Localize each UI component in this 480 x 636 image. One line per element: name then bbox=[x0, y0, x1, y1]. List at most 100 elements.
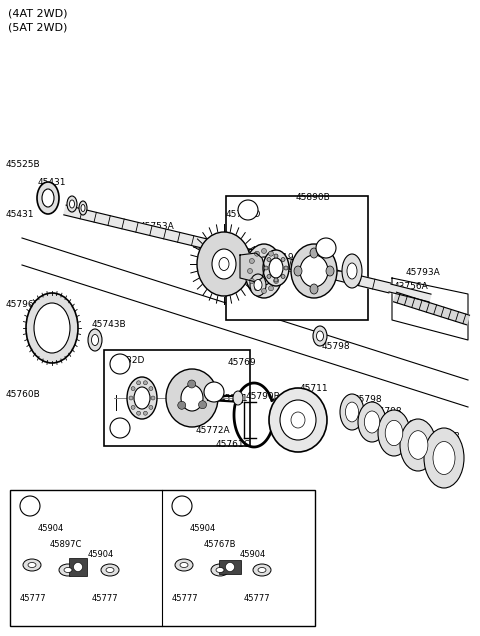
Text: a: a bbox=[323, 244, 329, 252]
Circle shape bbox=[20, 496, 40, 516]
Bar bbox=[219, 560, 241, 574]
Circle shape bbox=[250, 258, 254, 263]
Ellipse shape bbox=[340, 394, 364, 430]
Circle shape bbox=[267, 258, 271, 261]
Circle shape bbox=[248, 268, 252, 273]
Circle shape bbox=[73, 562, 83, 572]
Ellipse shape bbox=[313, 326, 327, 346]
Text: 45767B: 45767B bbox=[204, 540, 237, 549]
Ellipse shape bbox=[67, 196, 77, 212]
Circle shape bbox=[131, 405, 135, 410]
Ellipse shape bbox=[347, 263, 357, 279]
Ellipse shape bbox=[106, 567, 114, 572]
Text: 45904: 45904 bbox=[190, 524, 216, 533]
Text: 45798: 45798 bbox=[374, 407, 403, 416]
Ellipse shape bbox=[346, 402, 359, 422]
Circle shape bbox=[264, 266, 268, 270]
Circle shape bbox=[144, 411, 147, 415]
Ellipse shape bbox=[358, 402, 386, 442]
Ellipse shape bbox=[216, 567, 224, 572]
Circle shape bbox=[199, 401, 206, 409]
Text: 45761C: 45761C bbox=[216, 440, 251, 449]
Text: b: b bbox=[211, 387, 217, 396]
Ellipse shape bbox=[300, 255, 328, 287]
Text: 45897C: 45897C bbox=[50, 540, 83, 549]
Ellipse shape bbox=[408, 431, 428, 459]
Ellipse shape bbox=[23, 559, 41, 571]
Circle shape bbox=[204, 382, 224, 402]
Text: 45431: 45431 bbox=[6, 210, 35, 219]
Ellipse shape bbox=[269, 258, 283, 278]
Text: 45772A: 45772A bbox=[196, 426, 230, 435]
Text: 45753A: 45753A bbox=[140, 222, 175, 231]
Circle shape bbox=[238, 200, 258, 220]
Circle shape bbox=[268, 251, 274, 256]
Circle shape bbox=[149, 405, 153, 410]
Ellipse shape bbox=[263, 250, 289, 286]
Ellipse shape bbox=[364, 411, 380, 433]
Bar bbox=[226, 196, 368, 320]
Circle shape bbox=[267, 275, 271, 279]
Text: b: b bbox=[179, 502, 185, 511]
Text: 45790B: 45790B bbox=[246, 392, 281, 401]
Text: 45798: 45798 bbox=[354, 395, 383, 404]
Ellipse shape bbox=[291, 244, 337, 298]
Ellipse shape bbox=[291, 412, 305, 428]
Ellipse shape bbox=[280, 400, 316, 440]
Circle shape bbox=[274, 278, 278, 282]
Text: a: a bbox=[245, 205, 251, 214]
Circle shape bbox=[268, 286, 274, 291]
Polygon shape bbox=[240, 253, 265, 282]
Text: 45819: 45819 bbox=[266, 253, 295, 262]
Text: 45751: 45751 bbox=[220, 394, 249, 403]
Bar bbox=[10, 490, 315, 626]
Circle shape bbox=[110, 418, 130, 438]
Text: 45636B: 45636B bbox=[426, 432, 461, 441]
Circle shape bbox=[316, 238, 336, 258]
Ellipse shape bbox=[197, 232, 251, 296]
Circle shape bbox=[226, 562, 235, 572]
Circle shape bbox=[144, 381, 147, 385]
Circle shape bbox=[276, 268, 280, 273]
Ellipse shape bbox=[378, 410, 410, 456]
Ellipse shape bbox=[34, 303, 70, 353]
Text: 45777: 45777 bbox=[244, 594, 271, 603]
Ellipse shape bbox=[79, 201, 87, 215]
Text: 45711: 45711 bbox=[300, 384, 329, 393]
Ellipse shape bbox=[42, 189, 54, 207]
Circle shape bbox=[262, 289, 266, 293]
Text: b: b bbox=[117, 424, 123, 432]
Circle shape bbox=[110, 354, 130, 374]
Text: 45777: 45777 bbox=[92, 594, 119, 603]
Ellipse shape bbox=[37, 182, 59, 214]
Text: 45793A: 45793A bbox=[406, 268, 441, 277]
Circle shape bbox=[274, 279, 278, 284]
Text: 45743B: 45743B bbox=[92, 320, 127, 329]
Ellipse shape bbox=[269, 388, 327, 452]
Circle shape bbox=[281, 275, 285, 279]
Text: 45525B: 45525B bbox=[6, 160, 41, 169]
Text: 45662: 45662 bbox=[398, 420, 427, 429]
Text: 45868: 45868 bbox=[215, 282, 244, 291]
Text: 45777: 45777 bbox=[20, 594, 47, 603]
Bar bbox=[104, 350, 250, 446]
Ellipse shape bbox=[294, 266, 302, 276]
Ellipse shape bbox=[127, 377, 157, 419]
Ellipse shape bbox=[326, 266, 334, 276]
Ellipse shape bbox=[70, 200, 74, 208]
Ellipse shape bbox=[175, 559, 193, 571]
Ellipse shape bbox=[26, 293, 78, 363]
Text: 45769: 45769 bbox=[228, 358, 257, 367]
Ellipse shape bbox=[92, 335, 98, 345]
Circle shape bbox=[188, 380, 196, 388]
Ellipse shape bbox=[250, 274, 266, 296]
Circle shape bbox=[149, 387, 153, 391]
Ellipse shape bbox=[316, 331, 324, 341]
Bar bbox=[69, 558, 87, 576]
Circle shape bbox=[151, 396, 155, 400]
Text: 45431: 45431 bbox=[38, 178, 67, 187]
Ellipse shape bbox=[59, 564, 77, 576]
Text: 45890B: 45890B bbox=[296, 193, 331, 202]
Ellipse shape bbox=[180, 562, 188, 567]
Ellipse shape bbox=[310, 284, 318, 294]
